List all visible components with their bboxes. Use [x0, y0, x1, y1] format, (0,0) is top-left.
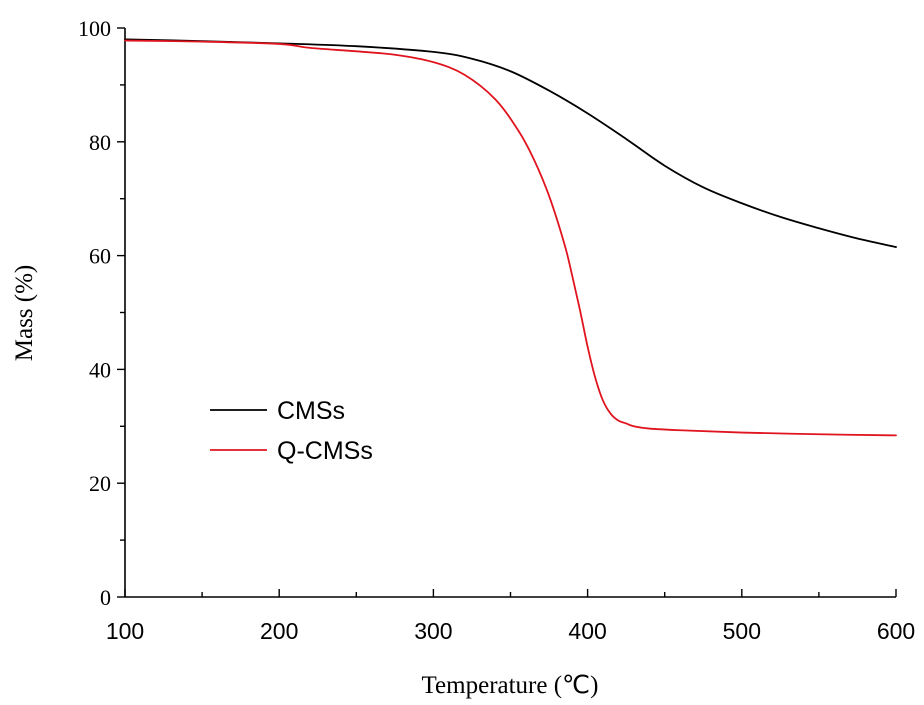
x-tick-label: 100: [106, 618, 144, 644]
legend-label: CMSs: [277, 397, 345, 425]
legend: CMSs Q-CMSs: [210, 397, 373, 465]
plot-frame: [124, 28, 896, 598]
x-tick-label: 400: [568, 618, 606, 644]
y-tick-label: 20: [89, 471, 111, 496]
x-tick-label: 200: [260, 618, 298, 644]
axis-ticks: 100 200 300 400 500 600 0 20 40 60 80 100: [78, 16, 915, 644]
x-axis-label: Temperature (℃): [422, 672, 599, 699]
y-tick-label: 60: [89, 244, 111, 269]
y-axis-label: Mass (%): [11, 265, 38, 362]
legend-label: Q-CMSs: [277, 437, 373, 465]
y-tick-label: 80: [89, 130, 111, 155]
series-line-cmss: [124, 38, 897, 248]
y-tick-label: 0: [100, 585, 111, 610]
x-tick-label: 500: [723, 618, 761, 644]
y-tick-label: 100: [78, 16, 111, 41]
series-lines: [124, 38, 897, 437]
y-tick-label: 40: [89, 357, 111, 382]
x-tick-label: 600: [877, 618, 915, 644]
series-line-q-cmss: [124, 39, 897, 437]
x-tick-label: 300: [414, 618, 452, 644]
